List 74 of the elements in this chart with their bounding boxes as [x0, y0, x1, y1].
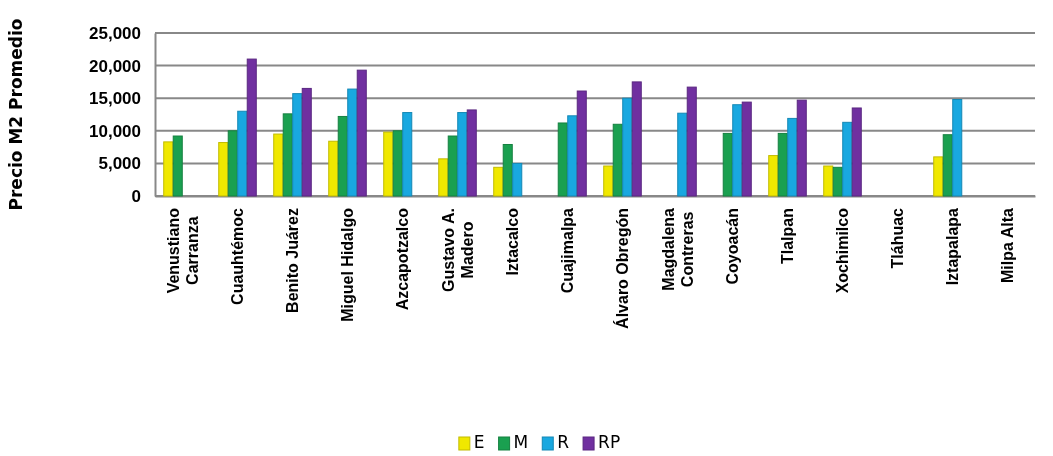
bar	[237, 110, 248, 197]
bar	[557, 122, 568, 197]
bar	[722, 132, 733, 197]
bar	[457, 112, 468, 197]
bar	[273, 133, 284, 197]
x-tick-label: Azcapotzalco	[394, 207, 412, 311]
bar	[337, 115, 348, 197]
y-tick-label: 5,000	[98, 154, 141, 174]
bar	[383, 131, 394, 197]
x-tick-label: Venustiano Carranza	[164, 207, 201, 294]
bar	[466, 109, 477, 197]
bar	[576, 90, 587, 197]
x-tick-label: Tlalpan	[779, 208, 797, 265]
bar	[732, 104, 743, 197]
bar	[163, 141, 174, 197]
x-tick-label: Iztapalapa	[944, 207, 962, 286]
bar	[392, 130, 403, 197]
bar	[842, 121, 853, 197]
bar	[227, 130, 238, 197]
bar	[502, 143, 513, 197]
x-tick-label: Coyoacán	[724, 208, 742, 285]
legend-label: R	[557, 432, 570, 452]
bar	[823, 165, 834, 197]
bar	[347, 88, 358, 197]
y-tick-label: 15,000	[89, 89, 141, 109]
bar	[942, 134, 953, 197]
y-tick-label: 25,000	[89, 23, 141, 43]
bar	[328, 140, 339, 197]
bar	[612, 123, 623, 197]
bar	[631, 81, 642, 197]
x-tick-label: Álvaro Obregón	[613, 208, 632, 329]
bar	[292, 93, 303, 197]
x-tick-label: Benito Juárez	[284, 208, 302, 313]
x-tick-label: Tláhuac	[889, 207, 907, 269]
y-tick-label: 10,000	[89, 121, 141, 141]
bar	[832, 166, 843, 197]
x-tick-label: Cuauhtémoc	[229, 207, 247, 305]
x-tick-label: Cuajimalpa	[559, 207, 577, 294]
bar	[851, 107, 862, 197]
y-tick-label: 20,000	[89, 56, 141, 76]
bar	[686, 86, 697, 197]
x-tick-label: Xochimilco	[834, 207, 852, 294]
bar	[787, 117, 798, 197]
legend-label: M	[513, 432, 529, 452]
bar	[282, 113, 293, 197]
bar	[172, 135, 183, 197]
bar	[301, 87, 312, 197]
bar	[512, 162, 523, 197]
x-tick-label: Miguel Hidalgo	[339, 207, 357, 322]
bar	[402, 112, 413, 197]
bar	[952, 99, 963, 197]
bar	[677, 112, 688, 197]
bar	[493, 166, 504, 197]
bar	[356, 69, 367, 197]
legend-label: E	[473, 432, 485, 452]
bar	[741, 101, 752, 197]
bar	[622, 97, 633, 197]
x-tick-label: Gustavo A. Madero	[439, 208, 476, 292]
bar	[218, 142, 229, 197]
bar	[438, 158, 449, 197]
bar	[768, 155, 779, 197]
bar	[246, 58, 257, 197]
y-tick-label: 0	[131, 186, 141, 206]
legend-label: RP	[598, 432, 621, 452]
bar	[777, 132, 788, 197]
bar	[567, 115, 578, 197]
x-tick-label: Milpa Alta	[999, 207, 1017, 283]
x-tick-label: Magdalena Contreras	[659, 207, 696, 291]
bar	[933, 156, 944, 197]
y-axis-title: Precio M2 Promedio	[6, 18, 26, 211]
bar	[603, 165, 614, 197]
bar	[796, 99, 807, 197]
x-tick-label: Iztacalco	[504, 207, 522, 276]
bar	[447, 135, 458, 197]
